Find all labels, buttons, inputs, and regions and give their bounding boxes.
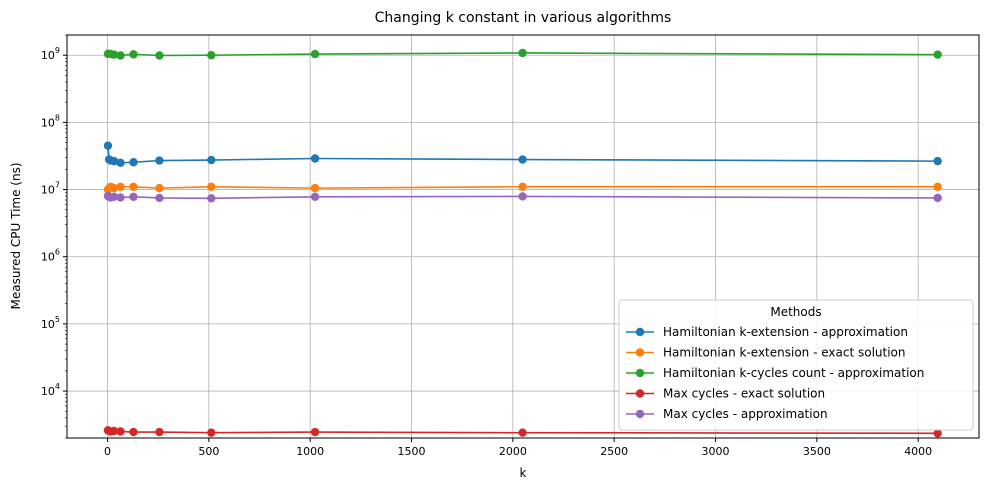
- y-tick-label: 108: [41, 113, 60, 129]
- data-point: [207, 194, 216, 203]
- data-point: [933, 182, 942, 191]
- x-tick-label: 1000: [296, 445, 324, 458]
- x-tick-label: 2500: [600, 445, 628, 458]
- data-point: [109, 50, 119, 59]
- legend-box: [618, 299, 974, 431]
- data-point: [129, 158, 138, 167]
- legend-marker: [635, 368, 645, 378]
- legend-entry: Hamiltonian k-extension - approximation: [626, 325, 908, 339]
- legend: Methods Hamiltonian k-extension - approx…: [618, 299, 974, 431]
- data-point: [310, 427, 320, 437]
- data-point: [116, 193, 125, 202]
- data-point: [109, 183, 119, 193]
- data-point: [310, 154, 320, 163]
- data-point: [518, 155, 527, 164]
- data-point: [116, 182, 125, 191]
- data-point: [933, 429, 942, 438]
- x-tick-label: 3000: [702, 445, 730, 458]
- legend-label: Hamiltonian k-extension - exact solution: [663, 346, 906, 360]
- y-tick-label: 107: [41, 181, 60, 197]
- y-axis: 104 105 106 107 108 109: [41, 34, 67, 439]
- x-tick-label: 0: [104, 445, 111, 458]
- x-axis-label: k: [520, 466, 527, 480]
- data-point: [109, 156, 119, 166]
- legend-marker: [635, 389, 645, 398]
- data-point: [207, 428, 216, 437]
- y-tick-label: 104: [41, 382, 60, 398]
- legend-label: Max cycles - approximation: [663, 407, 828, 421]
- x-tick-label: 500: [198, 445, 219, 458]
- data-point: [129, 50, 138, 59]
- data-point: [116, 158, 125, 168]
- x-tick-label: 4000: [904, 445, 932, 458]
- data-point: [310, 192, 320, 202]
- data-point: [116, 427, 125, 436]
- legend-marker: [635, 348, 645, 357]
- data-point: [933, 156, 942, 166]
- data-point: [518, 428, 527, 437]
- data-point: [155, 183, 164, 193]
- x-tick-label: 1500: [398, 445, 426, 458]
- data-point: [518, 192, 527, 201]
- data-point: [155, 51, 164, 60]
- series-3: [103, 48, 942, 60]
- legend-label: Max cycles - exact solution: [663, 387, 825, 401]
- x-tick-label: 3500: [803, 445, 831, 458]
- legend-entry: Hamiltonian k-extension - exact solution: [626, 346, 906, 360]
- y-tick-label: 109: [41, 46, 60, 62]
- y-tick-label: 105: [41, 315, 60, 331]
- data-point: [116, 51, 125, 60]
- x-axis: 0 500 1000 1500 2000 2500 3000 3500 4000: [104, 438, 932, 458]
- data-point: [207, 51, 216, 60]
- series-4: [103, 426, 942, 438]
- legend-entry: Max cycles - exact solution: [626, 387, 825, 401]
- data-point: [518, 48, 527, 58]
- data-point: [310, 49, 320, 59]
- data-point: [129, 427, 138, 437]
- legend-title: Methods: [770, 305, 821, 319]
- data-point: [207, 155, 216, 165]
- data-point: [310, 183, 320, 193]
- y-axis-label: Measured CPU Time (ns): [9, 162, 23, 309]
- data-point: [109, 192, 119, 202]
- legend-marker: [635, 409, 645, 419]
- data-point: [155, 427, 164, 437]
- data-point: [103, 141, 113, 150]
- series-2: [103, 182, 942, 194]
- legend-entries: Hamiltonian k-extension - approximation H…: [626, 325, 924, 421]
- data-point: [129, 182, 138, 191]
- legend-label: Hamiltonian k-cycles count - approximati…: [663, 366, 924, 380]
- chart-title: Changing k constant in various algorithm…: [375, 10, 672, 26]
- data-point: [933, 193, 942, 203]
- data-point: [155, 193, 164, 203]
- y-tick-label: 106: [41, 248, 60, 264]
- data-point: [109, 426, 119, 436]
- series-1: [103, 141, 942, 168]
- legend-entry: Max cycles - approximation: [626, 407, 828, 421]
- series-layer: [103, 48, 942, 438]
- data-point: [207, 182, 216, 191]
- legend-marker: [635, 327, 645, 337]
- data-point: [933, 50, 942, 59]
- data-point: [518, 182, 527, 191]
- data-point: [129, 192, 138, 202]
- legend-label: Hamiltonian k-extension - approximation: [663, 325, 908, 339]
- series-5: [103, 191, 942, 203]
- x-tick-label: 2000: [499, 445, 527, 458]
- data-point: [155, 156, 164, 165]
- legend-entry: Hamiltonian k-cycles count - approximati…: [626, 366, 924, 380]
